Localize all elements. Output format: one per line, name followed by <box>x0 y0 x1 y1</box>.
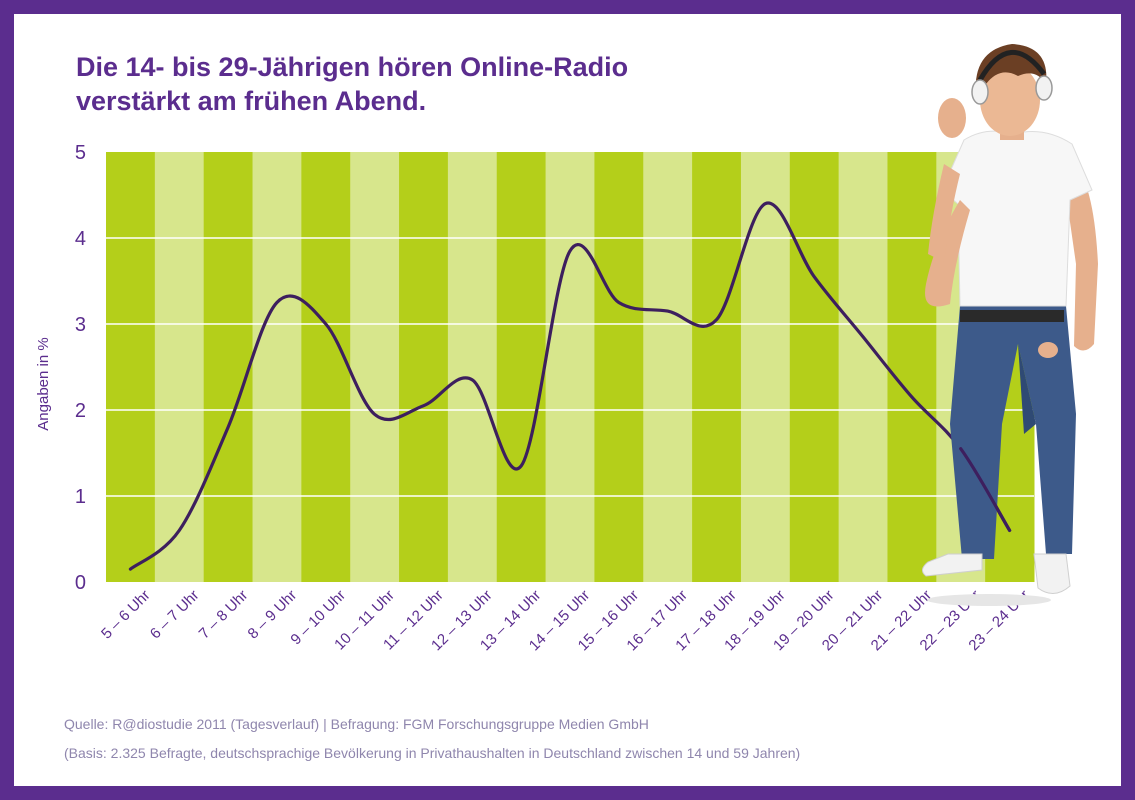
y-tick-label: 0 <box>75 572 86 594</box>
stripe-13 <box>692 152 742 582</box>
stripe-10 <box>545 152 595 582</box>
stripe-16 <box>838 152 888 582</box>
x-tick-label: 6 – 7 Uhr <box>147 587 203 643</box>
x-tick-label: 5 – 6 Uhr <box>98 587 154 643</box>
y-axis-label: Angaben in % <box>35 337 52 430</box>
y-tick-label: 3 <box>75 314 86 336</box>
stripe-6 <box>350 152 400 582</box>
y-axis-ticks: 0 1 2 3 4 5 <box>75 142 86 594</box>
y-tick-label: 1 <box>75 486 86 508</box>
stripe-2 <box>154 152 205 582</box>
stripe-12 <box>643 152 693 582</box>
chart-card: Die 14- bis 29-Jährigen hören Online-Rad… <box>14 14 1121 786</box>
stripe-9 <box>496 152 547 582</box>
basis-note: (Basis: 2.325 Befragte, deutschsprachige… <box>64 745 801 761</box>
stripe-15 <box>789 152 840 582</box>
chart-title: Die 14- bis 29-Jährigen hören Online-Rad… <box>76 50 796 118</box>
chart-title-line-2: verstärkt am frühen Abend. <box>76 86 427 116</box>
stripe-4 <box>252 152 302 582</box>
y-tick-label: 4 <box>75 228 86 250</box>
stripe-1 <box>106 152 156 582</box>
x-tick-label: 7 – 8 Uhr <box>196 587 252 643</box>
series-line-tail <box>959 447 1012 532</box>
stripe-3 <box>203 152 254 582</box>
series-line <box>128 201 1012 571</box>
chart-stripes <box>106 152 1035 582</box>
y-tick-label: 5 <box>75 142 86 164</box>
stripe-5 <box>301 152 351 582</box>
stripe-14 <box>740 152 791 582</box>
stripe-11 <box>594 152 644 582</box>
chart-gridlines <box>106 237 1034 497</box>
stripe-17 <box>887 152 937 582</box>
stripe-7 <box>399 152 449 582</box>
stripe-8 <box>447 152 498 582</box>
y-tick-label: 2 <box>75 400 86 422</box>
source-note: Quelle: R@diostudie 2011 (Tagesverlauf) … <box>64 716 649 732</box>
person-with-headphones-illustration <box>922 44 1098 606</box>
chart-title-line-1: Die 14- bis 29-Jährigen hören Online-Rad… <box>76 52 629 82</box>
